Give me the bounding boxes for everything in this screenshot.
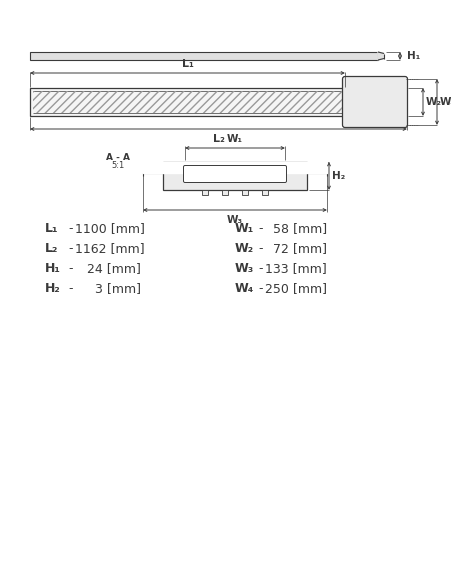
Text: W₃: W₃ (235, 262, 253, 276)
Text: 3 [mm]: 3 [mm] (75, 283, 141, 296)
Text: W₃: W₃ (226, 215, 243, 225)
Text: H₂: H₂ (45, 283, 60, 296)
Text: 133 [mm]: 133 [mm] (264, 262, 326, 276)
Bar (163, 162, 306, 190)
Text: W₄: W₄ (439, 97, 451, 107)
Bar (241, 190, 248, 195)
Text: W₁: W₁ (235, 223, 253, 235)
Text: H₂: H₂ (331, 171, 345, 181)
Text: -: - (65, 283, 74, 296)
Text: 24 [mm]: 24 [mm] (75, 262, 141, 276)
FancyBboxPatch shape (342, 77, 407, 127)
Text: 250 [mm]: 250 [mm] (264, 283, 326, 296)
Text: 5:1: 5:1 (111, 162, 124, 171)
Text: -: - (65, 262, 74, 276)
Text: H₁: H₁ (45, 262, 61, 276)
Bar (33, 91, 341, 113)
Bar (30, 88, 344, 116)
Text: 1100 [mm]: 1100 [mm] (75, 223, 145, 235)
Text: W₄: W₄ (235, 283, 253, 296)
Text: L₂: L₂ (45, 242, 58, 256)
Text: -: - (254, 262, 263, 276)
FancyBboxPatch shape (183, 165, 286, 182)
Polygon shape (143, 162, 326, 173)
Text: -: - (254, 283, 263, 296)
Text: 1162 [mm]: 1162 [mm] (75, 242, 144, 256)
Text: -: - (254, 223, 263, 235)
Text: L₁: L₁ (45, 223, 58, 235)
Bar (262, 190, 267, 195)
Text: 58 [mm]: 58 [mm] (264, 223, 327, 235)
Text: W₁: W₁ (226, 134, 243, 144)
Text: -: - (65, 223, 74, 235)
Bar (202, 190, 207, 195)
Text: H₁: H₁ (406, 51, 419, 61)
Polygon shape (377, 52, 383, 60)
Text: 72 [mm]: 72 [mm] (264, 242, 326, 256)
Bar (221, 190, 227, 195)
Text: W₂: W₂ (235, 242, 253, 256)
Text: W₂: W₂ (425, 97, 441, 107)
Bar (30, 52, 377, 60)
Text: L₁: L₁ (181, 59, 193, 69)
Text: L₂: L₂ (212, 134, 224, 144)
Text: -: - (254, 242, 263, 256)
Text: -: - (65, 242, 74, 256)
Text: A - A: A - A (106, 154, 130, 162)
